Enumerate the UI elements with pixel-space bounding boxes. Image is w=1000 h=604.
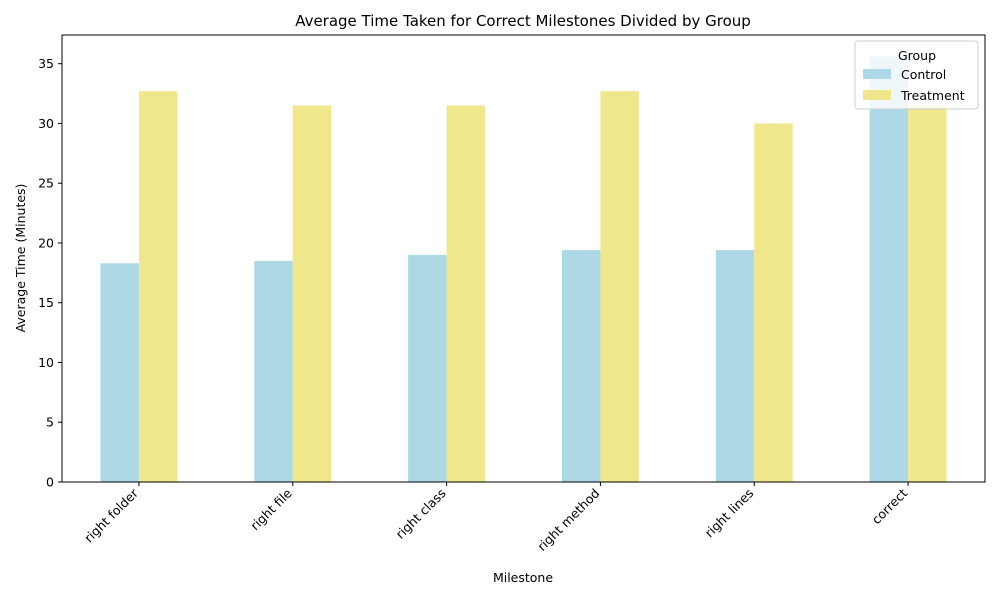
x-tick-label: right file [247,485,295,533]
y-axis-label: Average Time (Minutes) [13,184,28,333]
bar-treatment-right-folder [138,91,178,482]
x-tick-label: right method [534,486,602,554]
bar-control-correct [869,56,909,483]
x-tick-label: correct [869,485,911,527]
y-tick-label: 35 [38,56,54,71]
bar-treatment-right-lines [754,123,793,482]
legend-title: Group [898,48,936,63]
plot-frame [61,34,986,483]
bar-treatment-correct [908,105,947,482]
bar-control-right-method [561,250,601,482]
bar-treatment-right-method [600,91,639,482]
bar-control-right-folder [100,263,139,482]
y-axis: 0 5 10 15 20 25 30 35 [38,56,62,490]
y-tick-label: 10 [38,355,54,370]
legend-label-treatment: Treatment [900,88,965,103]
y-tick-label: 5 [46,415,54,430]
x-tick-label: right class [393,486,449,542]
legend-swatch-treatment [863,90,891,100]
y-tick-label: 0 [46,475,54,490]
legend: Group Control Treatment [854,40,979,110]
x-axis-label: Milestone [493,570,553,585]
bars-group [100,56,947,483]
bar-treatment-right-file [292,105,332,482]
x-tick-label: right lines [702,486,757,541]
bar-treatment-right-class [446,105,486,482]
x-axis: right folder right file right class right m… [81,482,910,554]
bar-control-right-class [408,254,447,482]
bar-control-right-lines [715,250,755,482]
x-tick-label: right folder [81,485,141,545]
legend-label-control: Control [901,67,946,82]
chart-title: Average Time Taken for Correct Milestone… [295,12,751,30]
y-tick-label: 15 [38,295,54,310]
y-tick-label: 30 [38,116,54,131]
y-tick-label: 25 [38,176,54,191]
legend-swatch-control [863,69,891,79]
y-tick-label: 20 [38,235,54,250]
bar-control-right-file [254,260,293,482]
